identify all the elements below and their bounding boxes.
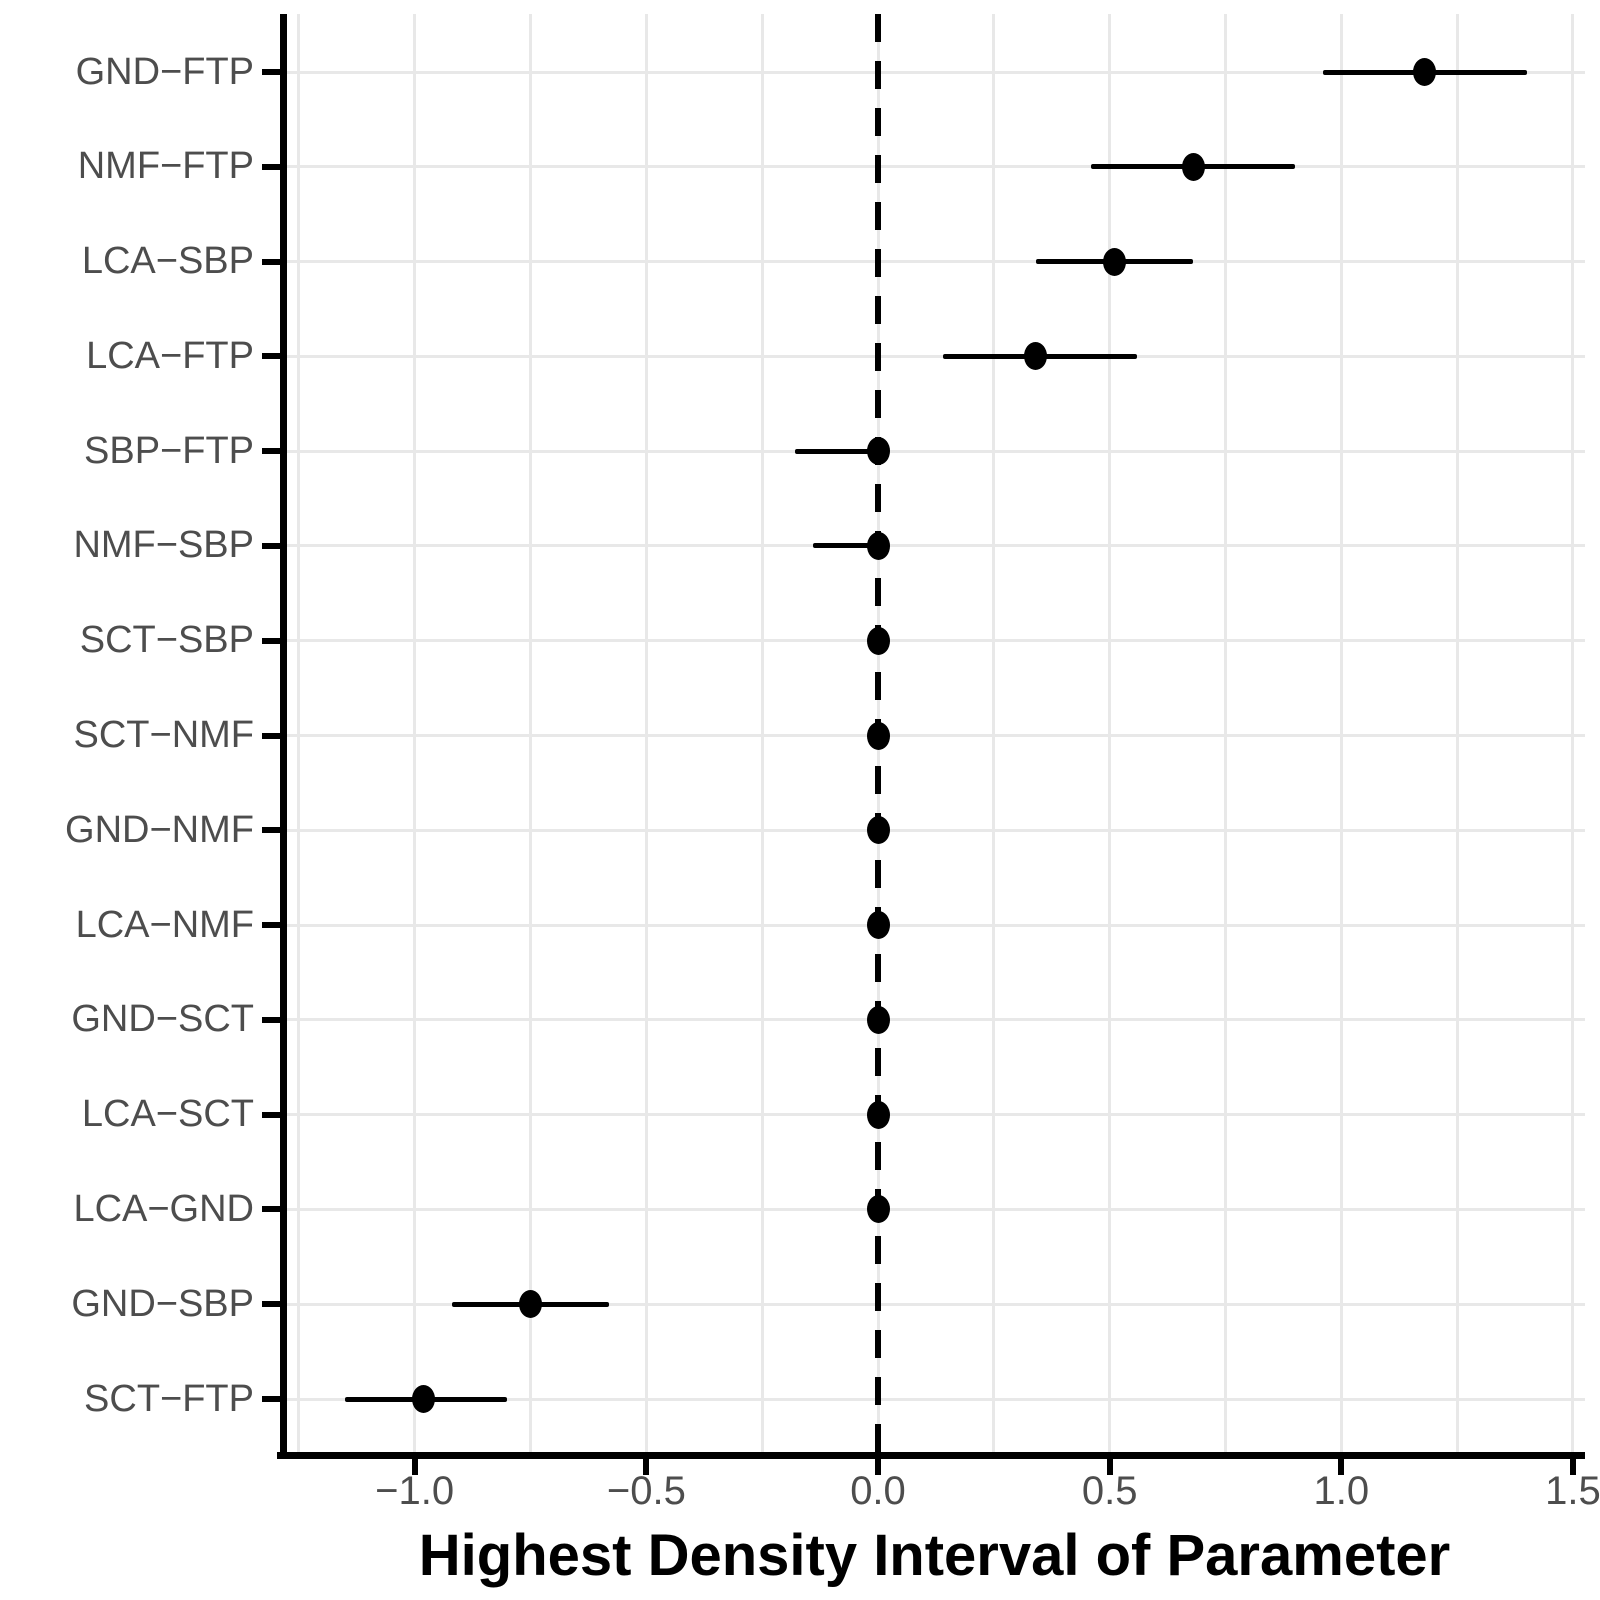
x-axis-tick [1106, 1459, 1113, 1475]
y-axis-tick [262, 1301, 284, 1308]
y-axis-tick [262, 1111, 284, 1118]
point-estimate [1024, 342, 1048, 371]
horizontal-gridline [284, 165, 1585, 169]
y-axis-tick [262, 732, 284, 739]
y-axis-tick [262, 922, 284, 929]
horizontal-gridline [284, 1397, 1585, 1401]
x-axis-tick-label: −0.5 [606, 1469, 686, 1513]
x-axis-tick-label: 0.5 [1081, 1469, 1138, 1513]
y-axis-tick [262, 1206, 284, 1213]
vertical-gridline [760, 14, 764, 1452]
y-axis-category-label: GND−FTP [75, 50, 254, 93]
y-axis-category-label: LCA−SBP [81, 240, 254, 283]
point-estimate [1102, 247, 1126, 276]
vertical-gridline [1223, 14, 1227, 1452]
vertical-gridline [1455, 14, 1459, 1452]
x-axis-tick-label: 0.0 [850, 1469, 906, 1513]
x-axis-tick [875, 1459, 881, 1475]
horizontal-gridline [284, 449, 1585, 453]
vertical-gridline [992, 14, 996, 1452]
horizontal-gridline [284, 260, 1585, 264]
y-axis-category-label: GND−SCT [71, 998, 254, 1041]
vertical-gridline [1108, 14, 1112, 1452]
horizontal-gridline [284, 1207, 1585, 1211]
hdi-interval-bar [794, 448, 888, 454]
vertical-gridline [529, 14, 532, 1452]
horizontal-gridline [284, 70, 1585, 74]
y-axis-category-label: LCA−NMF [75, 903, 254, 946]
horizontal-gridline [284, 828, 1585, 832]
x-axis-tick-label: 1.0 [1313, 1469, 1370, 1513]
horizontal-gridline [284, 354, 1585, 358]
y-axis-category-label: LCA−GND [73, 1187, 254, 1230]
y-axis-tick [262, 163, 284, 170]
y-axis-category-label: GND−SBP [71, 1282, 254, 1325]
point-estimate [1413, 58, 1437, 86]
y-axis-tick [262, 258, 284, 265]
point-estimate [519, 1290, 542, 1319]
y-axis-category-label: NMF−FTP [77, 145, 254, 188]
y-axis-tick [262, 1016, 284, 1023]
y-axis-category-label: SCT−SBP [79, 619, 254, 662]
x-axis-tick [411, 1459, 418, 1475]
y-axis-category-label: LCA−SCT [81, 1093, 254, 1136]
vertical-gridline [297, 14, 301, 1452]
vertical-gridline [1339, 14, 1343, 1452]
y-axis-tick [262, 353, 284, 360]
point-estimate [1181, 152, 1205, 181]
horizontal-gridline [284, 1302, 1585, 1306]
vertical-gridline [1571, 14, 1575, 1452]
point-estimate [866, 1005, 890, 1034]
y-axis-category-label: SCT−NMF [73, 714, 255, 757]
x-axis-title: Highest Density Interval of Parameter [418, 1523, 1451, 1588]
x-axis-tick-label: 1.5 [1545, 1469, 1600, 1513]
point-estimate [866, 626, 890, 655]
point-estimate [866, 911, 890, 940]
y-axis-tick [262, 448, 284, 455]
x-axis-tick [643, 1459, 650, 1475]
y-axis-category-label: SBP−FTP [84, 429, 254, 472]
horizontal-gridline [284, 923, 1585, 927]
y-axis-tick [262, 827, 284, 834]
y-axis-line [280, 14, 287, 1459]
horizontal-gridline [284, 734, 1585, 738]
hdi-interval-bar [813, 543, 888, 549]
y-axis-category-label: GND−NMF [65, 808, 254, 851]
point-estimate [866, 1195, 890, 1224]
point-estimate [866, 721, 890, 750]
horizontal-gridline [284, 639, 1585, 643]
point-estimate [866, 1100, 890, 1129]
x-axis-tick-label: −1.0 [375, 1469, 455, 1513]
y-axis-category-label: LCA−FTP [86, 334, 254, 377]
y-axis-tick [262, 1396, 284, 1403]
y-axis-tick [262, 542, 284, 549]
y-axis-category-label: NMF−SBP [73, 524, 254, 567]
y-axis-tick [262, 637, 284, 644]
vertical-gridline [413, 14, 417, 1452]
horizontal-gridline [284, 1113, 1585, 1117]
point-estimate [866, 437, 890, 466]
y-axis-tick [262, 69, 284, 75]
vertical-gridline [644, 14, 648, 1452]
point-estimate [866, 816, 890, 845]
point-estimate [412, 1385, 436, 1414]
x-axis-line [277, 1452, 1585, 1459]
point-estimate [866, 531, 890, 560]
x-axis-tick [1569, 1459, 1576, 1475]
x-axis-tick [1338, 1459, 1345, 1475]
y-axis-category-label: SCT−FTP [84, 1377, 254, 1420]
horizontal-gridline [284, 544, 1585, 548]
horizontal-gridline [284, 1018, 1585, 1022]
